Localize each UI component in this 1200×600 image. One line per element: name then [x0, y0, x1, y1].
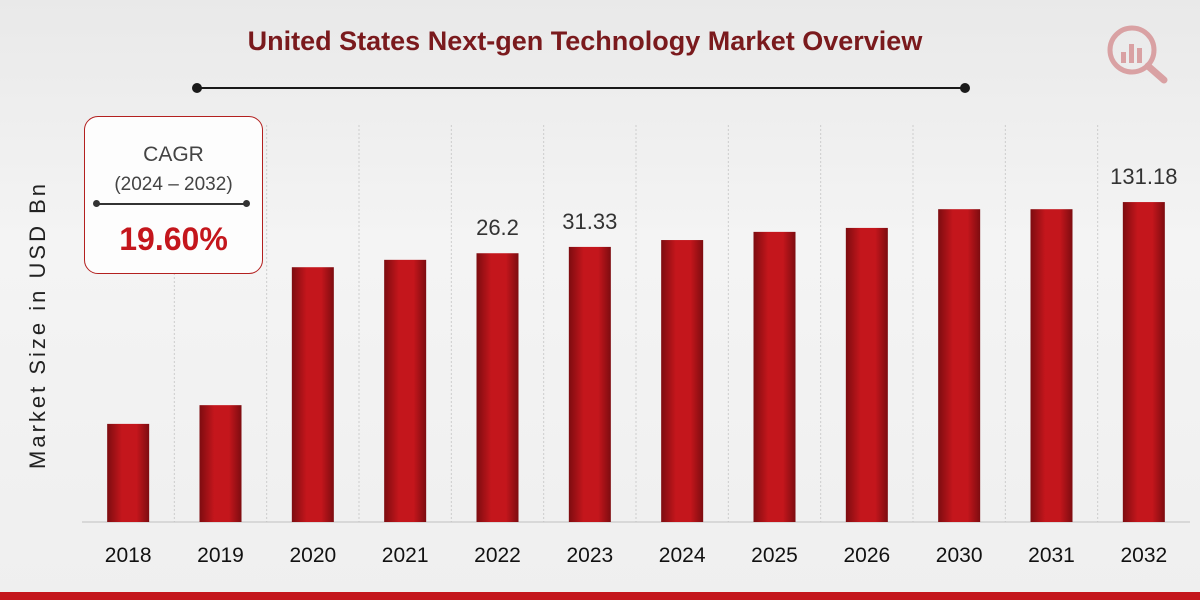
rule-dot-right — [960, 83, 970, 93]
cagr-callout: CAGR (2024 – 2032) 19.60% — [84, 116, 263, 274]
x-tick-label: 2032 — [1120, 544, 1167, 567]
bar-2031 — [1030, 209, 1073, 522]
data-label: 31.33 — [562, 209, 617, 234]
cagr-label: CAGR — [143, 143, 204, 166]
x-tick-label: 2020 — [289, 544, 336, 567]
bottom-accent-bar — [0, 592, 1200, 600]
rule-dot-left — [192, 83, 202, 93]
data-label: 26.2 — [476, 215, 519, 240]
cagr-period: (2024 – 2032) — [114, 174, 233, 195]
bar-2020 — [291, 267, 334, 522]
title-rule — [192, 83, 970, 93]
x-tick-label: 2022 — [474, 544, 521, 567]
x-tick-label: 2026 — [843, 544, 890, 567]
bar-2021 — [384, 259, 427, 522]
chart-title: United States Next-gen Technology Market… — [247, 26, 923, 56]
cagr-divider — [93, 200, 250, 206]
bar-2023 — [568, 246, 611, 522]
bar-2024 — [661, 240, 704, 522]
x-tick-label: 2021 — [382, 544, 429, 567]
x-tick-label: 2025 — [751, 544, 798, 567]
x-tick-label: 2023 — [566, 544, 613, 567]
bar-2022 — [476, 253, 519, 522]
bar-2018 — [107, 423, 150, 522]
bar-2032 — [1122, 202, 1165, 523]
bar-2019 — [199, 405, 242, 522]
x-tick-label: 2018 — [105, 544, 152, 567]
cagr-value: 19.60% — [119, 221, 228, 257]
bar-2030 — [938, 209, 981, 522]
x-tick-label: 2030 — [936, 544, 983, 567]
bar-2025 — [753, 231, 796, 522]
magnifier-bar-chart-logo-icon — [1107, 25, 1168, 84]
x-tick-label: 2019 — [197, 544, 244, 567]
bar-2026 — [845, 227, 888, 522]
x-tick-label: 2024 — [659, 544, 706, 567]
data-label: 131.18 — [1110, 164, 1177, 189]
x-tick-label: 2031 — [1028, 544, 1075, 567]
